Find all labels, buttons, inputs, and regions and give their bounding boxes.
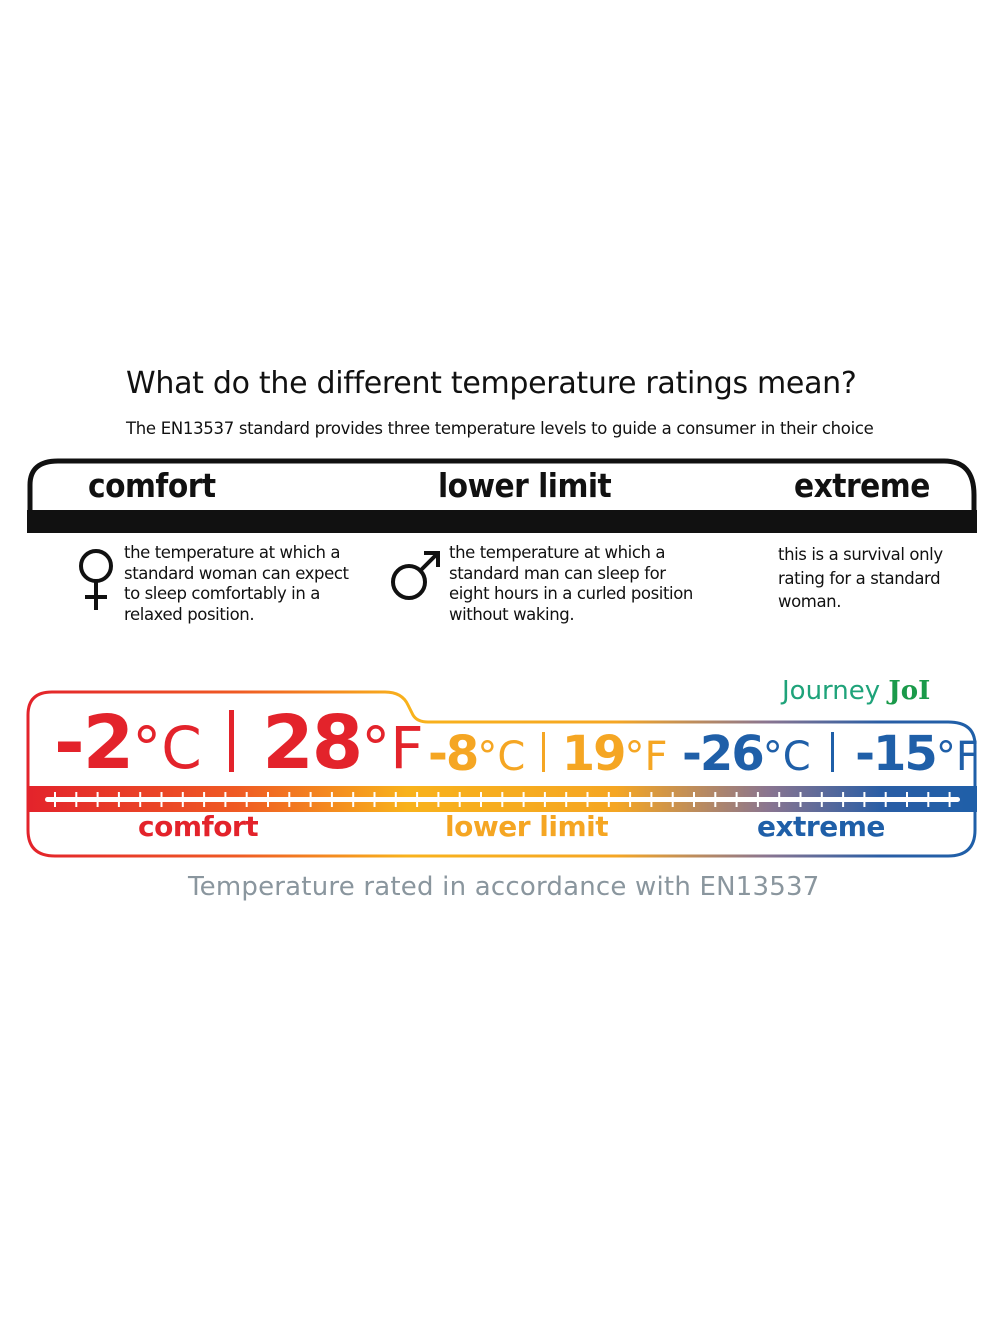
lower-limit-celsius: -8 <box>428 726 479 782</box>
page-title: What do the different temperature rating… <box>126 366 857 401</box>
fahrenheit-unit: °F <box>361 714 424 782</box>
brand-logo: Journey JoI <box>782 676 930 706</box>
comfort-description: the temperature at which a standard woma… <box>124 543 349 624</box>
extreme-label: extreme <box>757 810 885 843</box>
celsius-unit: °C <box>477 734 526 780</box>
comfort-label: comfort <box>138 810 259 843</box>
celsius-unit: °C <box>762 734 811 780</box>
celsius-unit: °C <box>132 714 202 782</box>
divider <box>541 732 545 772</box>
header-panel-frame <box>27 458 977 533</box>
header-comfort: comfort <box>88 466 216 505</box>
scale-ticks <box>54 792 951 807</box>
header-lower-limit: lower limit <box>438 466 612 505</box>
divider <box>831 732 835 772</box>
extreme-rating: -26°C -15°F <box>682 726 979 782</box>
rating-scale-panel <box>26 690 977 858</box>
male-symbol-icon <box>391 551 440 600</box>
page-subtitle: The EN13537 standard provides three temp… <box>126 419 874 438</box>
brand-mark: JoI <box>888 676 931 706</box>
extreme-description: this is a survival only rating for a sta… <box>778 545 943 611</box>
comfort-celsius: -2 <box>54 700 134 786</box>
brand-name: Journey <box>782 676 889 706</box>
lower-limit-fahrenheit: 19 <box>561 726 627 782</box>
fahrenheit-unit: °F <box>624 734 668 780</box>
lower-limit-rating: -8°C 19°F <box>428 726 668 782</box>
comfort-fahrenheit: 28 <box>262 700 363 786</box>
fahrenheit-unit: °F <box>935 734 979 780</box>
comfort-rating: -2°C 28°F <box>54 700 424 786</box>
footer-note: Temperature rated in accordance with EN1… <box>188 872 820 902</box>
lower-limit-label: lower limit <box>445 810 609 843</box>
header-extreme: extreme <box>794 466 930 505</box>
extreme-celsius: -26 <box>682 726 765 782</box>
extreme-fahrenheit: -15 <box>855 726 938 782</box>
lower-limit-description: the temperature at which a standard man … <box>449 543 693 624</box>
female-symbol-icon <box>79 549 113 610</box>
divider <box>229 710 235 772</box>
